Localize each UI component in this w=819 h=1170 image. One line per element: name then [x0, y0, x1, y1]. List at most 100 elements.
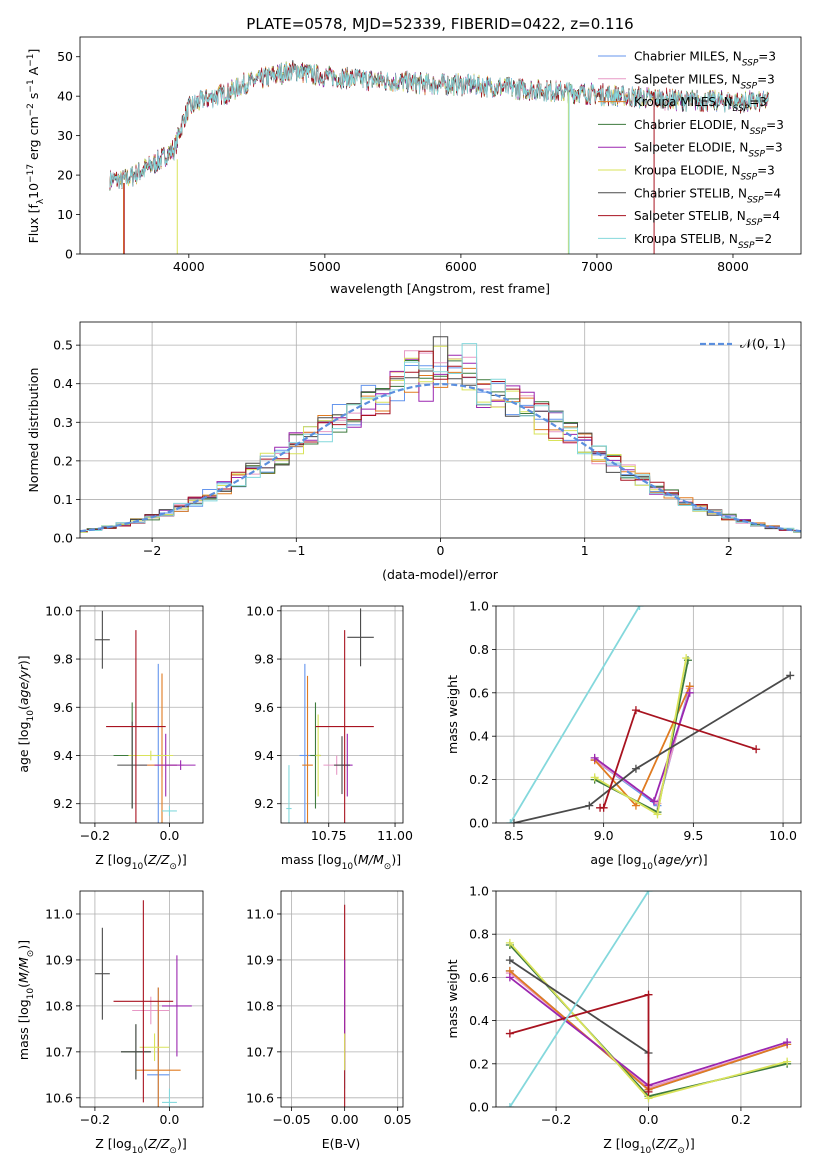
- x-tick-label: 9.5: [683, 828, 703, 843]
- label-part: SSP: [741, 81, 758, 91]
- x-axis-label: age [log10(age/yr)]: [590, 852, 707, 872]
- weight-line-8: [509, 891, 650, 1107]
- weight-marker: [599, 803, 608, 812]
- y-axis-label: age [log10(age/yr)]: [16, 655, 36, 772]
- label-part: Salpeter MILES, N: [634, 72, 741, 86]
- axes-frame: [79, 321, 802, 539]
- y-tick-label: 0: [65, 247, 73, 262]
- weight-marker: [631, 764, 640, 773]
- x-tick-label: −0.2: [80, 828, 110, 843]
- legend-label: Kroupa STELIB, NSSP=2: [634, 232, 772, 251]
- axes-residuals: −2 −1 0 1 2 0.0 0.1 0.2 0.3 0.4 0.5: [53, 321, 802, 558]
- y-tick-label: 11.0: [246, 906, 274, 921]
- x-axis-label: (data-model)/error: [382, 567, 499, 582]
- grid: [80, 891, 203, 1107]
- weight-marker: [644, 891, 653, 895]
- label-part: (: [143, 1136, 148, 1151]
- weight-marker: [505, 956, 514, 965]
- x-tick-label: 2: [725, 543, 733, 558]
- legend-label: Chabrier ELODIE, NSSP=3: [634, 118, 784, 137]
- label-part: =4: [764, 186, 782, 200]
- axes-frame: [79, 890, 204, 1108]
- plot-area: [109, 60, 769, 254]
- axes-frame: [280, 890, 404, 1108]
- axes-frame: [495, 890, 802, 1108]
- label-part: −1: [26, 54, 36, 67]
- x-tick-label: 9.0: [594, 828, 614, 843]
- weight-marker: [783, 1057, 792, 1066]
- label-part: 10: [132, 862, 144, 872]
- label-part: =2: [754, 232, 772, 246]
- y-tick-label: 0.8: [469, 642, 489, 657]
- x-tick-label: 10.0: [769, 828, 797, 843]
- plot-area: [80, 891, 203, 1107]
- label-part: Chabrier STELIB, N: [634, 186, 747, 200]
- legend-label: Kroupa MILES, NSSP=3: [634, 95, 767, 114]
- x-axis-label: Z [log10(Z/Z⊙)]: [95, 1136, 186, 1156]
- y-tick-label: 10.8: [246, 998, 274, 1013]
- axes-frame: [495, 605, 802, 824]
- weight-line-8: [509, 606, 641, 823]
- y-tick-label: 9.2: [254, 796, 274, 811]
- weight-marker: [585, 801, 594, 810]
- x-tick-label: 0.2: [731, 1112, 751, 1127]
- x-axis-label: wavelength [Angstrom, rest frame]: [330, 281, 550, 296]
- label-part: age [log: [590, 852, 641, 867]
- weight-marker: [783, 1038, 792, 1047]
- axes-frame: [79, 36, 802, 255]
- label-part: Z/Z: [655, 1136, 678, 1151]
- weight-marker: [590, 753, 599, 762]
- axes-mass_vs_ebv: −0.05 0.00 0.05 10.6 10.7 10.8 10.9 11.0: [246, 890, 412, 1127]
- y-tick-label: 0.4: [469, 1013, 489, 1028]
- grid: [496, 891, 801, 1107]
- x-tick-label: 5000: [309, 259, 341, 274]
- y-axis-label: mass weight: [445, 675, 460, 754]
- weight-marker: [644, 1087, 653, 1096]
- y-axis-label: Flux [fλ10−17 erg cm−2 s−1 A−1]: [26, 49, 46, 244]
- plot-area: [80, 606, 203, 823]
- label-part: 10: [26, 988, 36, 1000]
- label-part: Chabrier MILES, N: [634, 50, 742, 64]
- label-part: A: [26, 66, 41, 79]
- label-part: Salpeter STELIB, N: [634, 209, 746, 223]
- label-part: Kroupa MILES, N: [634, 95, 733, 109]
- label-part: SSP: [742, 59, 759, 69]
- label-part: ⊙: [169, 1146, 177, 1156]
- y-axis-label: mass weight: [445, 959, 460, 1038]
- y-tick-label: 9.2: [53, 796, 73, 811]
- x-tick-label: 7000: [581, 259, 613, 274]
- x-tick-label: 1: [581, 543, 589, 558]
- x-tick-label: −0.05: [272, 1112, 310, 1127]
- label-part: SSP: [748, 150, 765, 160]
- weight-marker: [653, 810, 662, 819]
- label-part: age/yr: [16, 664, 31, 705]
- axes-age_vs_Z: −0.2 0.0 9.2 9.4 9.6 9.8 10.0: [45, 603, 204, 843]
- weight-marker: [509, 819, 518, 823]
- y-tick-label: 9.4: [53, 748, 73, 763]
- label-part: (: [653, 852, 658, 867]
- grid: [80, 322, 801, 538]
- weight-marker: [505, 1029, 514, 1038]
- label-part: erg cm: [26, 116, 41, 164]
- label-part: (: [651, 1136, 656, 1151]
- legend-label: Chabrier STELIB, NSSP=4: [634, 186, 781, 205]
- y-tick-label: 0.2: [469, 1056, 489, 1071]
- y-tick-label: 10.0: [246, 603, 274, 618]
- x-tick-label: 11.00: [377, 828, 413, 843]
- weight-marker: [649, 797, 658, 806]
- label-part: )]: [16, 940, 31, 950]
- x-tick-label: −2: [143, 543, 161, 558]
- weight-line-6: [509, 959, 650, 1054]
- y-tick-label: 0.1: [53, 492, 73, 507]
- x-tick-label: 8.5: [504, 828, 524, 843]
- y-tick-label: 50: [57, 49, 73, 64]
- label-part: Z [log: [603, 1136, 639, 1151]
- label-part: Z [log: [95, 852, 131, 867]
- plot-area: [281, 891, 403, 1107]
- label-part: M/M: [358, 852, 384, 867]
- label-part: (: [16, 983, 31, 988]
- x-tick-label: 6000: [445, 259, 477, 274]
- chart-title: PLATE=0578, MJD=52339, FIBERID=0422, z=0…: [246, 15, 633, 33]
- label-part: Kroupa ELODIE, N: [634, 164, 741, 178]
- label-part: (: [143, 852, 148, 867]
